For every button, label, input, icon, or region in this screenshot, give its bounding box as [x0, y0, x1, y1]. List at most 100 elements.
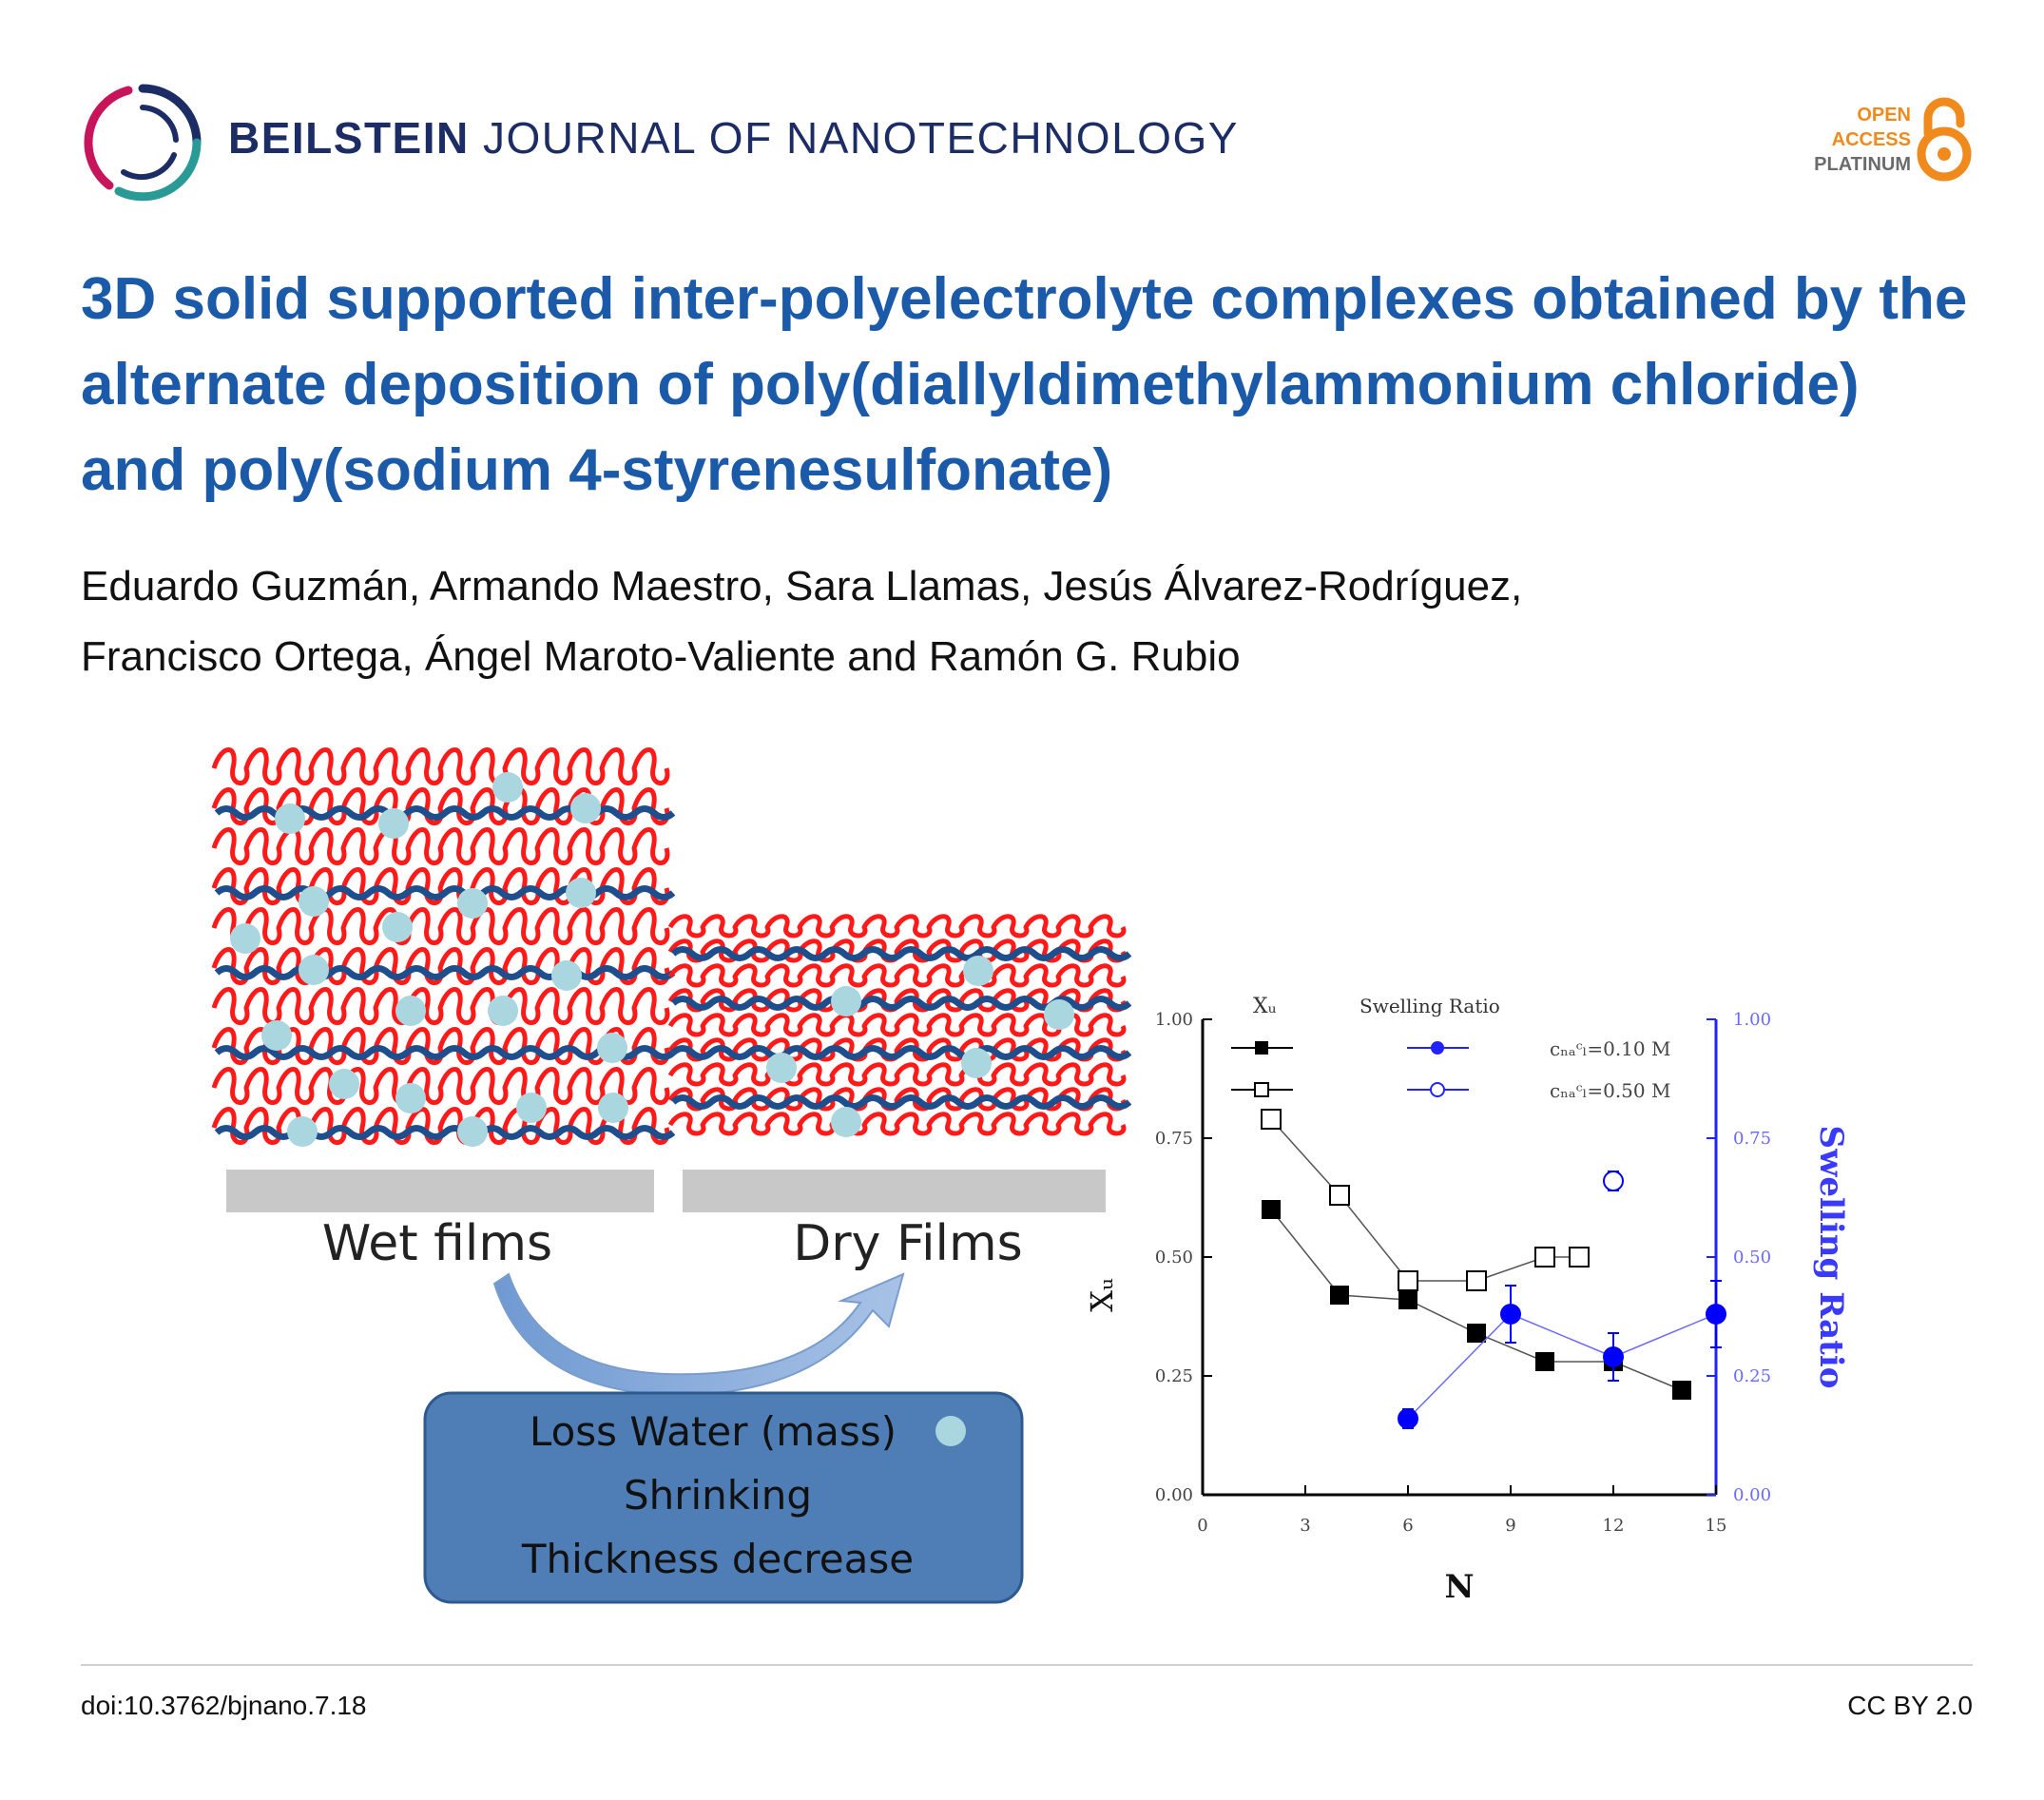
pdadmac-chain — [211, 987, 670, 1025]
author-list: Eduardo Guzmán, Armando Maestro, Sara Ll… — [81, 552, 1973, 692]
legend-header-xu: Xᵤ — [1253, 995, 1277, 1018]
legend-marker-xu-010 — [1255, 1041, 1268, 1055]
water-bead — [766, 1053, 797, 1083]
pss-chain — [670, 946, 1132, 961]
y-tick-label-left: 0.75 — [1155, 1129, 1193, 1149]
water-bead — [831, 986, 861, 1016]
data-point-xu-010 — [1330, 1286, 1349, 1305]
y-tick-label-right: 1.00 — [1733, 1010, 1771, 1030]
water-bead — [287, 1116, 318, 1147]
x-tick-label: 9 — [1505, 1516, 1515, 1536]
water-bead — [230, 923, 260, 954]
pdadmac-chain — [667, 1013, 1127, 1037]
data-point-sr-010 — [1706, 1304, 1726, 1325]
data-point-sr-010 — [1398, 1408, 1418, 1429]
series-line-2 — [1407, 1313, 1717, 1420]
data-point-xu-010 — [1535, 1352, 1554, 1371]
data-point-xu-050 — [1569, 1247, 1590, 1268]
water-bead — [395, 996, 426, 1026]
data-point-xu-050 — [1466, 1270, 1487, 1291]
dry-film-illustration — [667, 914, 1132, 1212]
dry-substrate — [683, 1170, 1106, 1212]
beilstein-ring-logo-icon — [84, 84, 202, 202]
y-tick-label-right: 0.75 — [1733, 1129, 1771, 1149]
y-tick-label-left: 0.25 — [1155, 1366, 1193, 1386]
box-line-thickness: Thickness decrease — [521, 1536, 914, 1582]
pdadmac-chain — [211, 1027, 670, 1065]
x-tick-label: 0 — [1197, 1516, 1207, 1536]
data-point-xu-010 — [1672, 1381, 1691, 1400]
water-bead — [395, 1083, 426, 1113]
water-bead — [516, 1093, 547, 1123]
water-bead — [961, 1048, 992, 1078]
data-point-xu-010 — [1262, 1200, 1281, 1219]
box-line-loss-water: Loss Water (mass) — [530, 1408, 897, 1455]
journal-name-strong: BEILSTEIN — [228, 113, 470, 163]
y-tick-label-right: 0.25 — [1733, 1366, 1771, 1386]
data-point-xu-050 — [1261, 1109, 1282, 1130]
data-point-sr-010 — [1603, 1346, 1624, 1367]
x-tick-label: 15 — [1706, 1516, 1727, 1536]
series-line-1 — [1270, 1118, 1579, 1282]
water-bead — [1044, 999, 1074, 1030]
x-tick-label: 12 — [1603, 1516, 1625, 1536]
legend-header-swelling: Swelling Ratio — [1359, 995, 1500, 1017]
water-bead — [261, 1020, 292, 1051]
pss-chain — [214, 885, 676, 900]
x-tick-label: 3 — [1300, 1516, 1310, 1536]
water-bead — [488, 996, 518, 1026]
summary-box — [423, 1391, 1024, 1604]
water-bead — [299, 955, 329, 985]
water-bead — [551, 960, 582, 991]
wet-film-illustration — [211, 747, 676, 1212]
open-lock-icon — [1917, 97, 1972, 182]
water-bead — [378, 808, 409, 839]
data-point-sr-050 — [1603, 1171, 1624, 1191]
water-bead — [457, 1116, 488, 1147]
water-bead — [570, 793, 601, 823]
pss-chain — [670, 1045, 1132, 1060]
data-point-sr-010 — [1500, 1304, 1521, 1325]
pss-chain — [214, 965, 676, 980]
doi-link[interactable]: doi:10.3762/bjnano.7.18 — [81, 1691, 367, 1720]
pdadmac-chain — [211, 1107, 670, 1145]
footer-divider — [81, 1664, 1973, 1666]
y-tick-label-left: 1.00 — [1155, 1010, 1193, 1030]
data-point-xu-050 — [1534, 1247, 1555, 1268]
y-tick-label-left: 0.50 — [1155, 1248, 1193, 1268]
pdadmac-chain — [667, 914, 1127, 939]
article-title: 3D solid supported inter-polyelectrolyte… — [81, 266, 1968, 503]
y-tick-label-right: 0.50 — [1733, 1248, 1771, 1268]
badge-line-open: OPEN — [1857, 105, 1911, 126]
badge-line-access: ACCESS — [1831, 129, 1911, 150]
curved-arrow — [492, 1272, 905, 1397]
water-bead — [457, 888, 488, 919]
pdadmac-chain — [211, 827, 670, 865]
water-bead — [275, 803, 305, 834]
box-line-shrinking: Shrinking — [624, 1472, 812, 1519]
water-bead — [382, 912, 413, 942]
authors-line-2: Francisco Ortega, Ángel Maroto-Valiente … — [81, 633, 1241, 680]
legend-marker-sr-010 — [1431, 1041, 1444, 1055]
pss-chain — [214, 1045, 676, 1060]
license-link[interactable]: CC BY 2.0 — [1847, 1691, 1973, 1720]
authors-line-1: Eduardo Guzmán, Armando Maestro, Sara Ll… — [81, 563, 1523, 610]
water-bead — [963, 956, 993, 986]
water-bead — [831, 1107, 861, 1137]
legend-label-050: cₙₐᶜₗ=0.50 M — [1550, 1079, 1670, 1102]
y-axis-label-right: Swelling Ratio — [1812, 1126, 1850, 1389]
water-bead — [598, 1093, 628, 1123]
water-bead — [566, 878, 596, 908]
data-point-xu-050 — [1398, 1270, 1418, 1291]
journal-name-rest: JOURNAL OF NANOTECHNOLOGY — [483, 113, 1239, 163]
open-access-badge: OPEN ACCESS PLATINUM — [1768, 103, 1911, 177]
legend-marker-sr-050 — [1430, 1082, 1445, 1097]
water-bead — [329, 1069, 359, 1099]
y-tick-label-left: 0.00 — [1155, 1485, 1193, 1505]
journal-name: BEILSTEIN JOURNAL OF NANOTECHNOLOGY — [228, 112, 1239, 164]
pdadmac-chain — [211, 907, 670, 945]
badge-line-platinum: PLATINUM — [1814, 154, 1911, 175]
legend-marker-xu-050 — [1254, 1082, 1269, 1097]
x-axis-label: N — [1444, 1568, 1474, 1606]
dry-films-label: Dry Films — [793, 1215, 1023, 1272]
